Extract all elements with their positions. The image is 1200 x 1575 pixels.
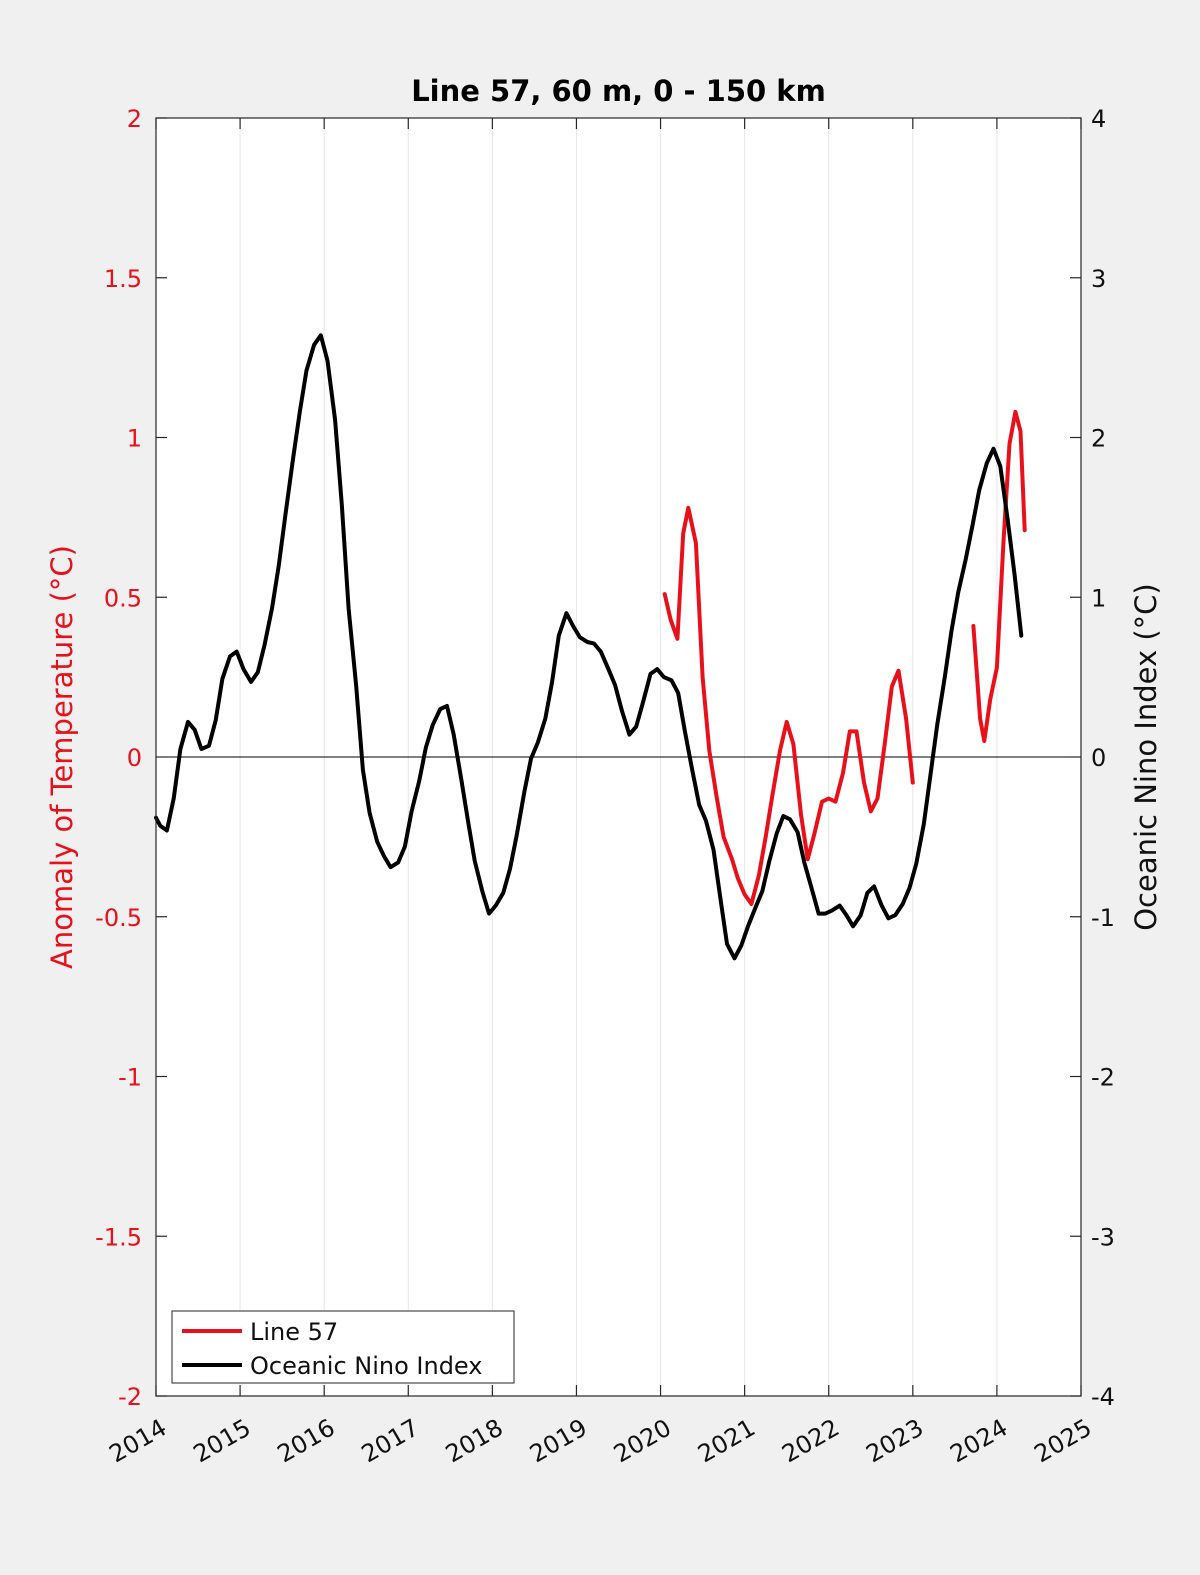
- series-line-57: [662, 505, 915, 906]
- y-tick-label-left: -1: [118, 1064, 142, 1092]
- y-tick-label-left: -1.5: [95, 1223, 142, 1251]
- legend: Line 57 Oceanic Nino Index: [171, 1310, 515, 1384]
- y-tick-label-right: -2: [1091, 1064, 1115, 1092]
- y-tick-label-left: 1.5: [104, 265, 142, 293]
- legend-label-line-57: Line 57: [250, 1318, 338, 1346]
- legend-label-oni: Oceanic Nino Index: [250, 1352, 482, 1380]
- right-axis: -4 -3 -2 -1 0 1 2 3 4: [1070, 105, 1115, 1411]
- series-layer: [154, 333, 1027, 961]
- series-line-57: [971, 409, 1027, 743]
- y-tick-label-left: -2: [118, 1383, 142, 1411]
- y-axis-label-right: Oceanic Nino Index (°C): [1129, 583, 1163, 931]
- y-tick-label-right: -1: [1091, 904, 1115, 932]
- y-tick-label-right: -4: [1091, 1383, 1115, 1411]
- y-tick-label-right: 1: [1091, 584, 1106, 612]
- y-tick-label-left: 0: [127, 744, 142, 772]
- y-tick-label-right: 3: [1091, 265, 1106, 293]
- y-tick-label-left: 0.5: [104, 584, 142, 612]
- y-tick-label-right: 0: [1091, 744, 1106, 772]
- left-axis: -2 -1.5 -1 -0.5 0 0.5 1 1.5 2: [95, 105, 167, 1411]
- y-tick-label-left: 2: [127, 105, 142, 133]
- y-axis-label-left: Anomaly of Temperature (°C): [45, 545, 79, 969]
- y-tick-label-left: -0.5: [95, 904, 142, 932]
- y-tick-label-right: 4: [1091, 105, 1106, 133]
- legend-box: [171, 1310, 515, 1384]
- y-tick-label-left: 1: [127, 425, 142, 453]
- series-oceanic-nino-index: [154, 333, 1024, 961]
- y-tick-label-right: -3: [1091, 1223, 1115, 1251]
- y-tick-label-right: 2: [1091, 425, 1106, 453]
- chart-title: Line 57, 60 m, 0 - 150 km: [411, 74, 826, 108]
